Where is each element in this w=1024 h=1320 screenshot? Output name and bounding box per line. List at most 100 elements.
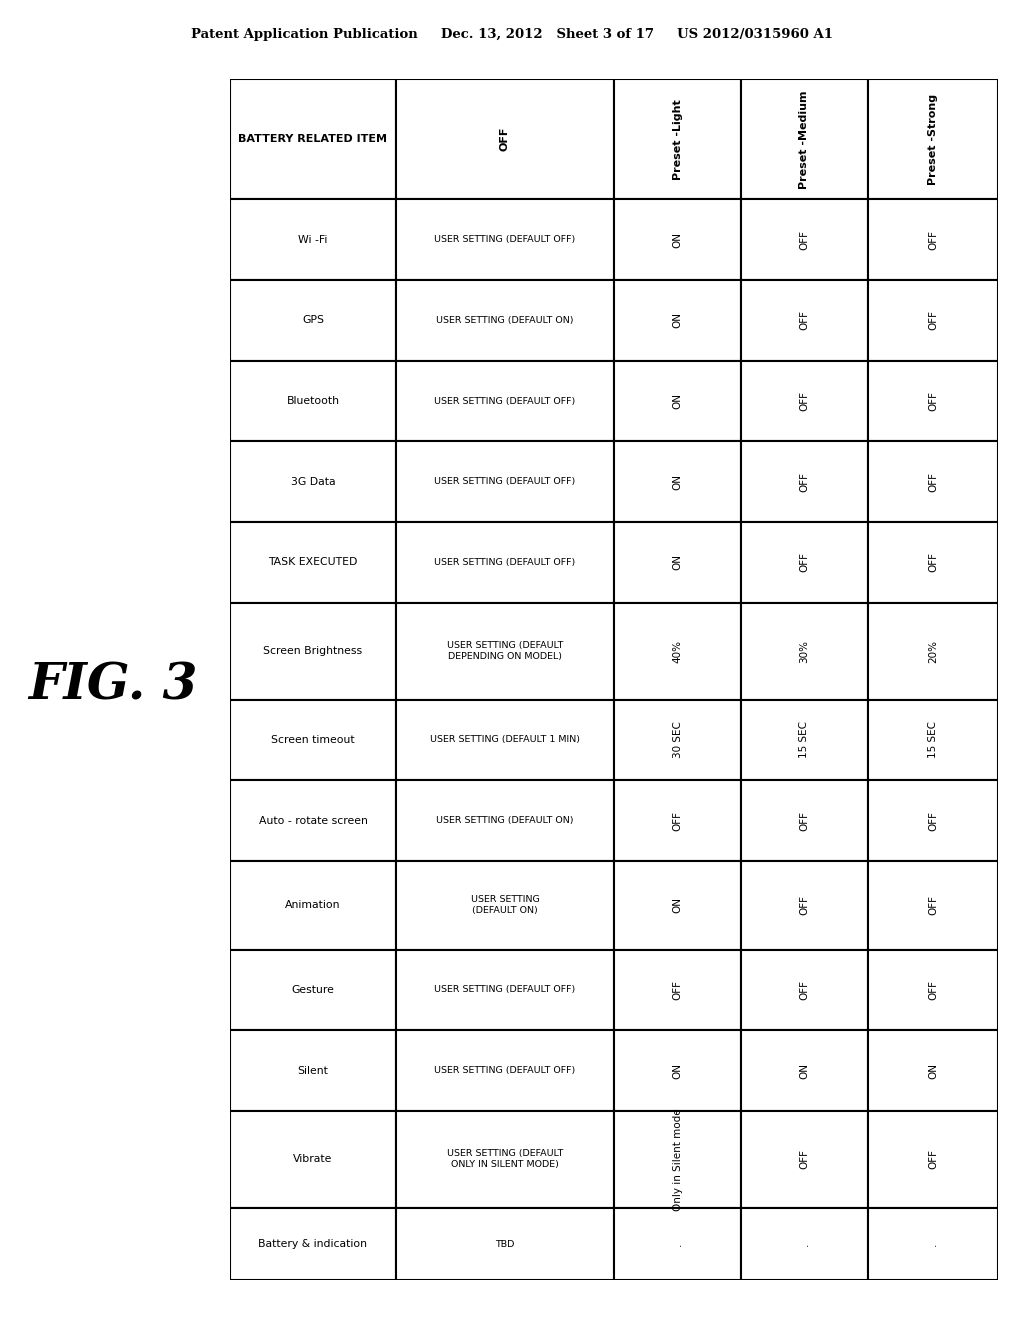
Text: OFF: OFF [800,310,810,330]
Text: USER SETTING (DEFAULT
DEPENDING ON MODEL): USER SETTING (DEFAULT DEPENDING ON MODEL… [446,642,563,661]
Bar [868,441,998,521]
Text: USER SETTING (DEFAULT OFF): USER SETTING (DEFAULT OFF) [434,558,575,566]
Text: USER SETTING (DEFAULT OFF): USER SETTING (DEFAULT OFF) [434,396,575,405]
Text: Wi -Fi: Wi -Fi [298,235,328,244]
Text: Patent Application Publication     Dec. 13, 2012   Sheet 3 of 17     US 2012/031: Patent Application Publication Dec. 13, … [191,28,833,41]
Bar [868,949,998,1031]
Bar [868,700,998,780]
Bar [614,603,741,700]
Bar [741,949,868,1031]
Bar [868,1208,998,1280]
Bar [614,949,741,1031]
Bar [230,1031,395,1111]
Text: OFF: OFF [800,471,810,491]
Text: USER SETTING (DEFAULT ON): USER SETTING (DEFAULT ON) [436,816,573,825]
Text: GPS: GPS [302,315,324,325]
Text: OFF: OFF [928,471,938,491]
Text: 30%: 30% [800,640,810,663]
Text: Screen timeout: Screen timeout [271,735,354,744]
Text: OFF: OFF [928,310,938,330]
Bar [614,1031,741,1111]
Bar [614,700,741,780]
Bar [395,1208,614,1280]
Bar [868,79,998,199]
Bar [230,700,395,780]
Bar [741,280,868,360]
Bar [868,1031,998,1111]
Bar [614,861,741,949]
Text: Preset -Medium: Preset -Medium [800,90,810,189]
Bar [230,79,395,199]
Text: 30 SEC: 30 SEC [673,722,683,758]
Bar [741,861,868,949]
Bar [868,280,998,360]
Bar [395,780,614,861]
Bar [395,199,614,280]
Bar [230,280,395,360]
Text: OFF: OFF [800,810,810,830]
Text: ON: ON [800,1063,810,1078]
Text: OFF: OFF [928,230,938,249]
Bar [741,521,868,603]
Text: Auto - rotate screen: Auto - rotate screen [258,816,368,825]
Text: OFF: OFF [673,810,683,830]
Text: ON: ON [673,393,683,409]
Bar [230,199,395,280]
Bar [868,1111,998,1208]
Bar [230,780,395,861]
Text: Only in Silent mode: Only in Silent mode [673,1107,683,1210]
Bar [614,79,741,199]
Bar [614,780,741,861]
Bar [614,360,741,441]
Text: OFF: OFF [928,895,938,915]
Bar [395,79,614,199]
Text: 40%: 40% [673,640,683,663]
Bar [868,360,998,441]
Text: ON: ON [928,1063,938,1078]
Text: Silent: Silent [298,1065,329,1076]
Text: USER SETTING (DEFAULT OFF): USER SETTING (DEFAULT OFF) [434,986,575,994]
Bar [395,360,614,441]
Bar [868,603,998,700]
Text: OFF: OFF [800,552,810,573]
Bar [741,700,868,780]
Text: BATTERY RELATED ITEM: BATTERY RELATED ITEM [239,135,387,144]
Text: USER SETTING (DEFAULT
ONLY IN SILENT MODE): USER SETTING (DEFAULT ONLY IN SILENT MOD… [446,1150,563,1170]
Text: 3G Data: 3G Data [291,477,335,487]
Bar [741,1208,868,1280]
Bar [614,521,741,603]
Bar [230,603,395,700]
Bar [614,1208,741,1280]
Bar [741,603,868,700]
Bar [868,521,998,603]
Text: 20%: 20% [928,640,938,663]
Text: ON: ON [673,1063,683,1078]
Text: OFF: OFF [928,810,938,830]
Bar [395,700,614,780]
Bar [230,441,395,521]
Bar [741,199,868,280]
Text: Gesture: Gesture [292,985,335,995]
Text: Vibrate: Vibrate [293,1155,333,1164]
Bar [741,780,868,861]
Text: USER SETTING (DEFAULT OFF): USER SETTING (DEFAULT OFF) [434,235,575,244]
Text: OFF: OFF [928,1150,938,1170]
Bar [741,441,868,521]
Text: .: . [673,1242,683,1246]
Bar [230,1208,395,1280]
Text: OFF: OFF [928,391,938,411]
Text: OFF: OFF [928,552,938,573]
Text: OFF: OFF [673,979,683,1001]
Text: ON: ON [673,554,683,570]
Text: USER SETTING (DEFAULT OFF): USER SETTING (DEFAULT OFF) [434,478,575,486]
Bar [395,521,614,603]
Text: OFF: OFF [800,895,810,915]
Text: Preset -Light: Preset -Light [673,99,683,180]
Bar [868,199,998,280]
Bar [614,280,741,360]
Text: Bluetooth: Bluetooth [287,396,340,407]
Bar [395,1111,614,1208]
Text: Battery & indication: Battery & indication [258,1239,368,1249]
Text: 15 SEC: 15 SEC [928,721,938,759]
Text: Preset -Strong: Preset -Strong [928,94,938,185]
